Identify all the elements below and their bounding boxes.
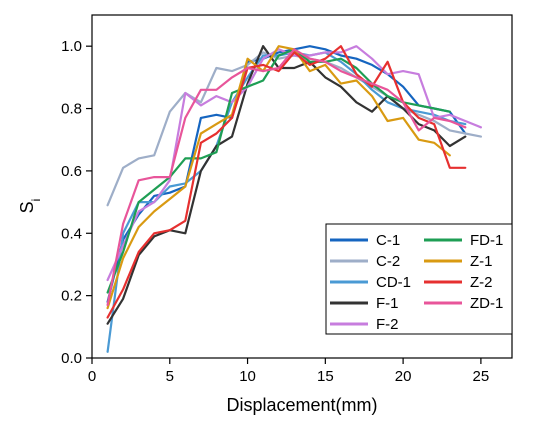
legend-label-f-1: F-1 — [376, 295, 399, 312]
series-lines — [106, 45, 482, 353]
series-line-z-1 — [106, 45, 451, 310]
legend-label-z-2: Z-2 — [470, 274, 493, 291]
legend-label-f-2: F-2 — [376, 316, 399, 333]
legend-items: C-1 C-2 CD-1 F-1 F-2 FD-1 Z-1 Z-2 ZD-1 — [330, 232, 503, 333]
legend-label-z-1: Z-1 — [470, 253, 493, 270]
axis-ticks — [86, 45, 482, 364]
y-tick-label: 1.0 — [61, 38, 82, 55]
y-axis-label-subscript: i — [29, 199, 43, 202]
series-line-f-2 — [106, 45, 482, 282]
legend-label-cd-1: CD-1 — [376, 274, 411, 291]
series-line-zd-1 — [106, 48, 467, 307]
y-tick-label: 0.4 — [61, 225, 82, 242]
y-tick-label: 0.6 — [61, 163, 82, 180]
y-axis-label-main: S — [17, 201, 37, 213]
legend-label-c-2: C-2 — [376, 253, 400, 270]
y-tick-label: 0.2 — [61, 288, 82, 305]
series-line-c-1 — [106, 45, 467, 303]
y-tick-label: 0.0 — [61, 350, 82, 367]
x-tick-label: 5 — [166, 368, 174, 385]
tick-labels: 0 5 10 15 20 25 0.0 0.2 0.4 0.6 0.8 1.0 — [61, 38, 489, 385]
legend-box — [325, 223, 513, 335]
legend-label-zd-1: ZD-1 — [470, 295, 503, 312]
y-tick-label: 0.8 — [61, 101, 82, 118]
legend-label-fd-1: FD-1 — [470, 232, 503, 249]
legend: C-1 C-2 CD-1 F-1 F-2 FD-1 Z-1 Z-2 ZD-1 — [325, 223, 513, 335]
x-tick-label: 20 — [395, 368, 412, 385]
x-tick-label: 15 — [317, 368, 334, 385]
x-tick-label: 0 — [88, 368, 96, 385]
x-tick-label: 25 — [473, 368, 490, 385]
x-axis-label: Displacement(mm) — [226, 395, 377, 415]
x-tick-label: 10 — [239, 368, 256, 385]
legend-label-c-1: C-1 — [376, 232, 400, 249]
y-axis-label: Si — [17, 199, 43, 214]
plot-frame — [91, 14, 513, 359]
series-line-fd-1 — [106, 48, 451, 294]
